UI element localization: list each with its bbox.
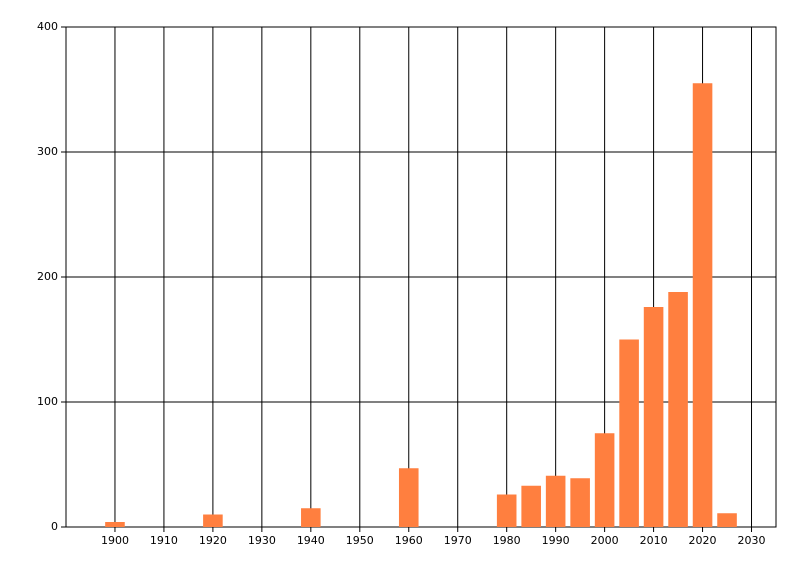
x-tick-label: 1920	[199, 534, 227, 547]
x-tick-label: 2030	[738, 534, 766, 547]
y-tick-label: 100	[37, 395, 58, 408]
bar	[594, 433, 615, 527]
x-tick-label: 2000	[591, 534, 619, 547]
bar	[643, 307, 664, 527]
bar	[619, 339, 639, 527]
x-tick-label: 1990	[542, 534, 570, 547]
x-tick-label: 1950	[346, 534, 374, 547]
x-tick-label: 1930	[248, 534, 276, 547]
x-tick-label: 1970	[444, 534, 472, 547]
y-tick-label: 200	[37, 270, 58, 283]
y-tick-label: 300	[37, 145, 58, 158]
y-tick-label: 0	[51, 520, 58, 533]
x-tick-label: 1900	[101, 534, 129, 547]
bar	[398, 468, 419, 527]
x-tick-label: 1980	[493, 534, 521, 547]
bar	[301, 508, 321, 527]
bar	[717, 513, 737, 527]
x-tick-label: 2020	[689, 534, 717, 547]
bar	[692, 83, 713, 527]
x-tick-label: 1960	[395, 534, 423, 547]
bar	[521, 485, 541, 527]
bar	[203, 514, 223, 527]
bar	[496, 494, 517, 527]
bar	[545, 475, 566, 527]
x-tick-label: 1910	[150, 534, 178, 547]
x-tick-label: 2010	[640, 534, 668, 547]
bar	[570, 478, 590, 527]
x-tick-label: 1940	[297, 534, 325, 547]
bar	[105, 522, 125, 527]
bar	[668, 292, 688, 527]
y-tick-label: 400	[37, 20, 58, 33]
